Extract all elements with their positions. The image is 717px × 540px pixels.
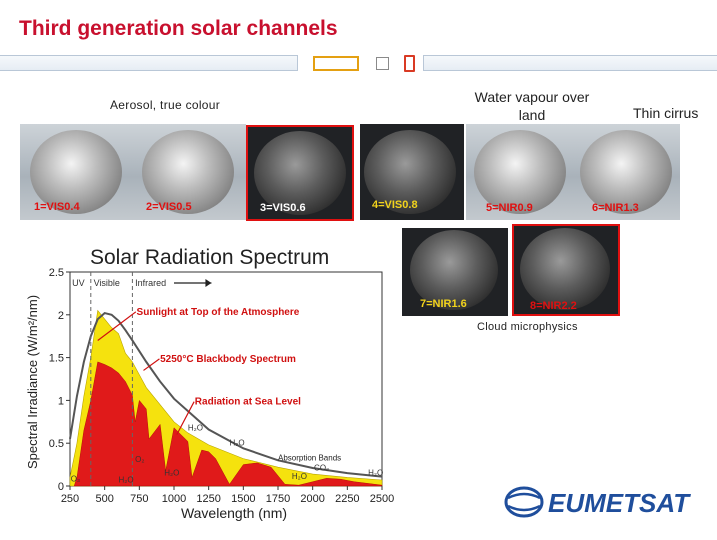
x-tick-label: 750 [130, 493, 148, 505]
annotation-co2: CO₂ [314, 464, 329, 473]
y-tick-label: 0 [58, 481, 64, 493]
annotation-o3: O₃ [71, 475, 80, 484]
leader-blackbody [143, 358, 160, 371]
channel-tile-3: 3=VIS0.6 [246, 125, 354, 221]
orange-frame-decoration [313, 56, 359, 71]
y-tick-label: 2.5 [49, 267, 64, 279]
eumetsat-logo: EUMETSAT [504, 486, 691, 518]
x-tick-label: 2250 [335, 493, 359, 505]
annotation-h2o-band: H₂O [229, 438, 244, 447]
channel-tile-7: 7=NIR1.6 [402, 228, 508, 316]
channel-label-4: 4=VIS0.8 [372, 199, 418, 211]
channel-tile-5: 5=NIR0.9 [466, 124, 576, 220]
annotation-h2o-band: H₂O [164, 468, 179, 477]
x-tick-label: 1500 [231, 493, 255, 505]
annotation-h2o-band: H₂O [292, 472, 307, 481]
x-tick-label: 1000 [162, 493, 186, 505]
earth-disk-image [410, 230, 498, 310]
x-tick-label: 1750 [266, 493, 290, 505]
channel-label-2: 2=VIS0.5 [146, 201, 192, 213]
y-tick-label: 2 [58, 310, 64, 322]
annotation-blackbody: 5250°C Blackbody Spectrum [160, 354, 296, 365]
chart-title: Solar Radiation Spectrum [90, 246, 329, 269]
earth-disk-image [142, 130, 234, 214]
red-frame-decoration [404, 55, 415, 72]
leader-sea [176, 401, 195, 435]
earth-disk-image [364, 130, 456, 214]
y-tick-label: 0.5 [49, 438, 64, 450]
logo-globe-icon [504, 486, 544, 518]
region-label-infrared: Infrared [135, 278, 166, 288]
x-tick-label: 500 [95, 493, 113, 505]
earth-disk-image [520, 228, 610, 310]
label-aerosol: Aerosol, true colour [110, 98, 221, 112]
earth-disk-image [474, 130, 566, 214]
annotation-absorption-bands: Absorption Bands [278, 453, 341, 462]
channel-label-1: 1=VIS0.4 [34, 201, 80, 213]
channel-label-5: 5=NIR0.9 [486, 202, 533, 214]
header-band-left [0, 55, 298, 71]
region-label-visible: Visible [94, 278, 120, 288]
square-decoration [376, 57, 389, 70]
logo-text: EUMETSAT [548, 488, 691, 518]
channel-tile-6: 6=NIR1.3 [576, 124, 680, 220]
channel-tile-1: 1=VIS0.4 [20, 124, 134, 220]
channel-label-6: 6=NIR1.3 [592, 202, 639, 214]
y-tick-label: 1.5 [49, 353, 64, 365]
series-sea-level [73, 361, 383, 487]
region-label-uv: UV [72, 278, 85, 288]
annotation-h2o-band: H₂O [119, 475, 134, 484]
channel-tile-8: 8=NIR2.2 [512, 224, 620, 316]
solar-spectrum-chart: Solar Radiation Spectrum UV Visible Infrar… [20, 232, 396, 522]
annotation-sea-level: Radiation at Sea Level [195, 397, 301, 408]
earth-disk-image [30, 130, 122, 214]
annotation-h2o-band: H₂O [368, 468, 383, 477]
infrared-arrowhead [205, 279, 212, 287]
channel-tile-2: 2=VIS0.5 [134, 124, 246, 220]
x-tick-label: 2500 [370, 493, 394, 505]
earth-disk-image [580, 130, 672, 214]
label-water-vapour: Water vapour over land [474, 89, 590, 123]
leader-top [97, 311, 137, 341]
annotation-top-of-atmosphere: Sunlight at Top of the Atmosphere [137, 307, 300, 318]
earth-disk-image [254, 131, 346, 215]
channel-tile-4: 4=VIS0.8 [360, 124, 464, 220]
header-band-right [423, 55, 717, 71]
x-tick-label: 1250 [196, 493, 220, 505]
label-cloud-microphysics: Cloud microphysics [477, 321, 578, 333]
channel-label-7: 7=NIR1.6 [420, 298, 467, 310]
annotation-h2o: H₂O [188, 423, 203, 432]
x-tick-label: 250 [61, 493, 79, 505]
y-tick-label: 1 [58, 395, 64, 407]
annotation-o2: O₂ [135, 455, 144, 464]
label-thin-cirrus: Thin cirrus [633, 105, 699, 121]
channel-label-8: 8=NIR2.2 [530, 300, 577, 312]
x-tick-label: 2000 [300, 493, 324, 505]
x-axis-label: Wavelength (nm) [181, 505, 287, 521]
channel-label-3: 3=VIS0.6 [260, 202, 306, 214]
spectrum-svg: Solar Radiation Spectrum UV Visible Infrar… [25, 246, 394, 521]
slide-title: Third generation solar channels [19, 17, 338, 40]
y-axis-label: Spectral Irradiance (W/m²/nm) [25, 295, 40, 469]
